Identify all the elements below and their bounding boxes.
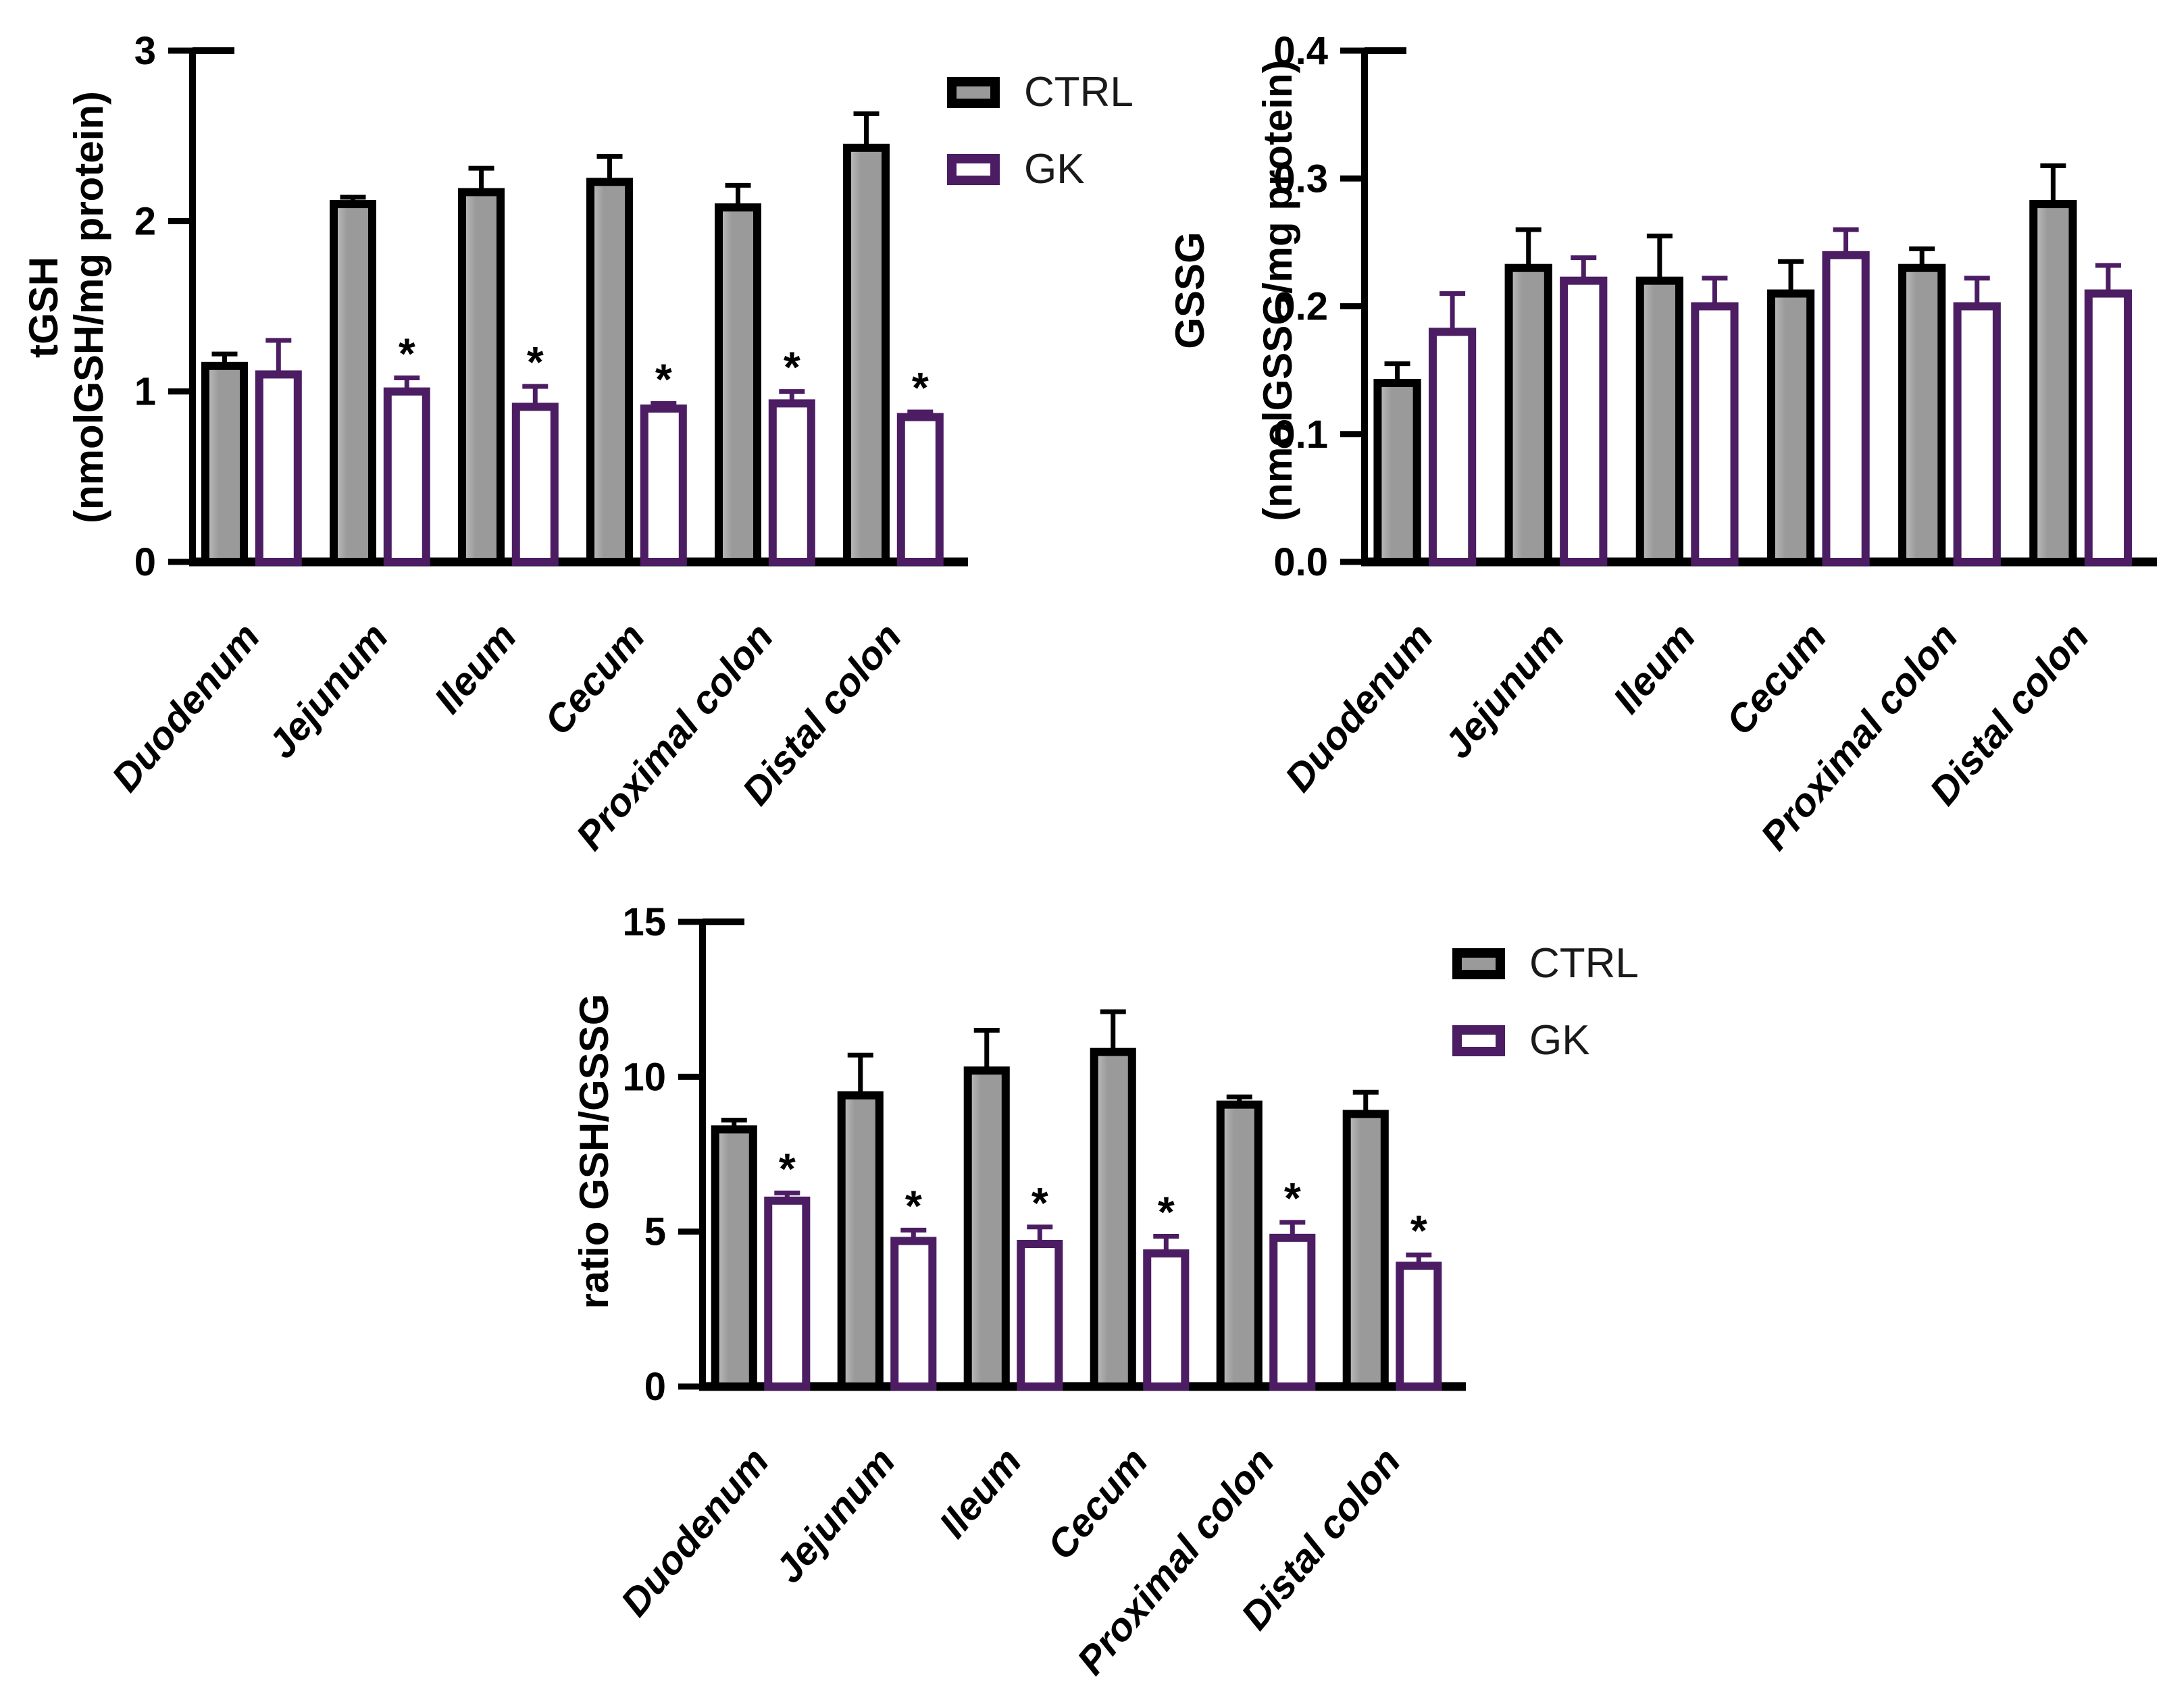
bar-ctrl-ileum	[458, 188, 505, 567]
bar-gk-duodenum	[255, 370, 302, 567]
bar-ctrl-jejunum	[330, 200, 376, 567]
legend-item-ctrl: CTRL	[947, 69, 1134, 116]
bar-gk-proximal-colon	[1269, 1233, 1316, 1391]
y-axis-title: (nmolGSSG/mg protein)	[1255, 59, 1300, 521]
legend-item-gk: GK	[947, 146, 1134, 193]
bar-ctrl-duodenum	[1373, 379, 1421, 566]
y-tick-label: 0	[644, 1365, 666, 1409]
bar-gk-distal-colon	[896, 413, 944, 566]
bar-gk-cecum	[1822, 251, 1870, 566]
bar-ctrl-cecum	[1090, 1047, 1136, 1391]
bar-gk-jejunum	[383, 387, 430, 567]
bar-gk-cecum	[640, 404, 687, 567]
bar-ctrl-duodenum	[711, 1125, 757, 1391]
bar-gk-distal-colon	[2084, 289, 2133, 566]
bar-ctrl-ileum	[1635, 276, 1683, 566]
bar-ctrl-cecum	[1766, 289, 1815, 566]
y-axis-title: ratio GSH/GSSG	[571, 994, 617, 1310]
sig-marker-gk-proximal-colon: *	[1284, 1174, 1301, 1222]
sig-marker-gk-cecum: *	[655, 355, 672, 403]
bar-ctrl-jejunum	[1504, 263, 1552, 566]
sig-marker-gk-duodenum: *	[779, 1144, 796, 1193]
legend-label-ctrl: CTRL	[1529, 940, 1639, 987]
legend-item-ctrl: CTRL	[1452, 940, 1639, 987]
bar-ctrl-proximal-colon	[1898, 263, 1946, 566]
bar-ctrl-distal-colon	[2029, 200, 2077, 567]
bar-gk-ileum	[511, 403, 559, 566]
category-label-jejunum: Jejunum	[767, 1440, 904, 1591]
bar-gk-duodenum	[764, 1196, 811, 1391]
bar-gk-duodenum	[1428, 328, 1477, 566]
legend-ratio: CTRL GK	[1452, 940, 1639, 1064]
sig-marker-gk-ileum: *	[527, 338, 544, 386]
sig-marker-gk-jejunum: *	[399, 329, 415, 378]
bar-gk-jejunum	[890, 1237, 937, 1391]
y-tick-label: 0.1	[1273, 413, 1328, 457]
category-label-duodenum: Duodenum	[613, 1440, 778, 1625]
sig-marker-gk-ileum: *	[1031, 1179, 1048, 1227]
y-tick-label: 2	[134, 199, 156, 243]
y-axis-title: tGSH	[21, 257, 66, 358]
y-tick-label: 1	[134, 370, 156, 414]
y-axis-title: GSSG	[1167, 232, 1213, 348]
category-label-cecum: Cecum	[1039, 1440, 1156, 1568]
bar-gk-proximal-colon	[1953, 302, 2001, 566]
bar-gk-distal-colon	[1396, 1262, 1442, 1391]
bar-gk-ileum	[1691, 302, 1739, 566]
bar-ctrl-duodenum	[201, 361, 248, 566]
y-tick-label: 5	[644, 1210, 666, 1254]
bar-ctrl-cecum	[586, 178, 633, 566]
sig-marker-gk-cecum: *	[1158, 1188, 1175, 1237]
y-tick-label: 0.2	[1273, 285, 1328, 329]
sig-marker-gk-proximal-colon: *	[784, 343, 800, 392]
legend-label-gk: GK	[1024, 146, 1085, 192]
category-label-ileum: Ileum	[931, 1440, 1030, 1547]
bar-ctrl-jejunum	[837, 1091, 884, 1391]
y-tick-label: 15	[622, 900, 666, 944]
bar-gk-cecum	[1143, 1249, 1190, 1391]
bar-ctrl-ileum	[963, 1066, 1010, 1391]
y-tick-label: 0.0	[1273, 540, 1328, 584]
bar-gk-proximal-colon	[768, 399, 815, 567]
y-tick-label: 0	[134, 540, 156, 584]
y-tick-label: 0.3	[1273, 157, 1328, 201]
y-tick-label: 3	[134, 29, 156, 73]
ctrl-swatch-icon	[1452, 948, 1505, 979]
legend-item-gk: GK	[1452, 1017, 1639, 1064]
y-axis-title: (nmolGSH/mg protein)	[66, 91, 111, 523]
bar-ctrl-proximal-colon	[715, 203, 761, 566]
sig-marker-gk-jejunum: *	[905, 1181, 922, 1230]
sig-marker-gk-distal-colon: *	[912, 363, 929, 412]
gk-swatch-icon	[947, 154, 1000, 185]
y-tick-label: 10	[622, 1055, 666, 1099]
y-tick-label: 0.4	[1273, 29, 1328, 73]
sig-marker-gk-distal-colon: *	[1410, 1206, 1427, 1255]
legend-label-ctrl: CTRL	[1024, 69, 1134, 115]
ctrl-swatch-icon	[947, 77, 1000, 108]
legend-label-gk: GK	[1529, 1017, 1590, 1064]
bar-ctrl-distal-colon	[1342, 1110, 1389, 1391]
bar-ctrl-distal-colon	[843, 143, 890, 566]
gk-swatch-icon	[1452, 1025, 1505, 1056]
bar-gk-jejunum	[1560, 276, 1608, 566]
bar-ctrl-proximal-colon	[1216, 1100, 1263, 1391]
legend-tgsh: CTRL GK	[947, 69, 1134, 193]
bar-gk-ileum	[1017, 1240, 1063, 1391]
